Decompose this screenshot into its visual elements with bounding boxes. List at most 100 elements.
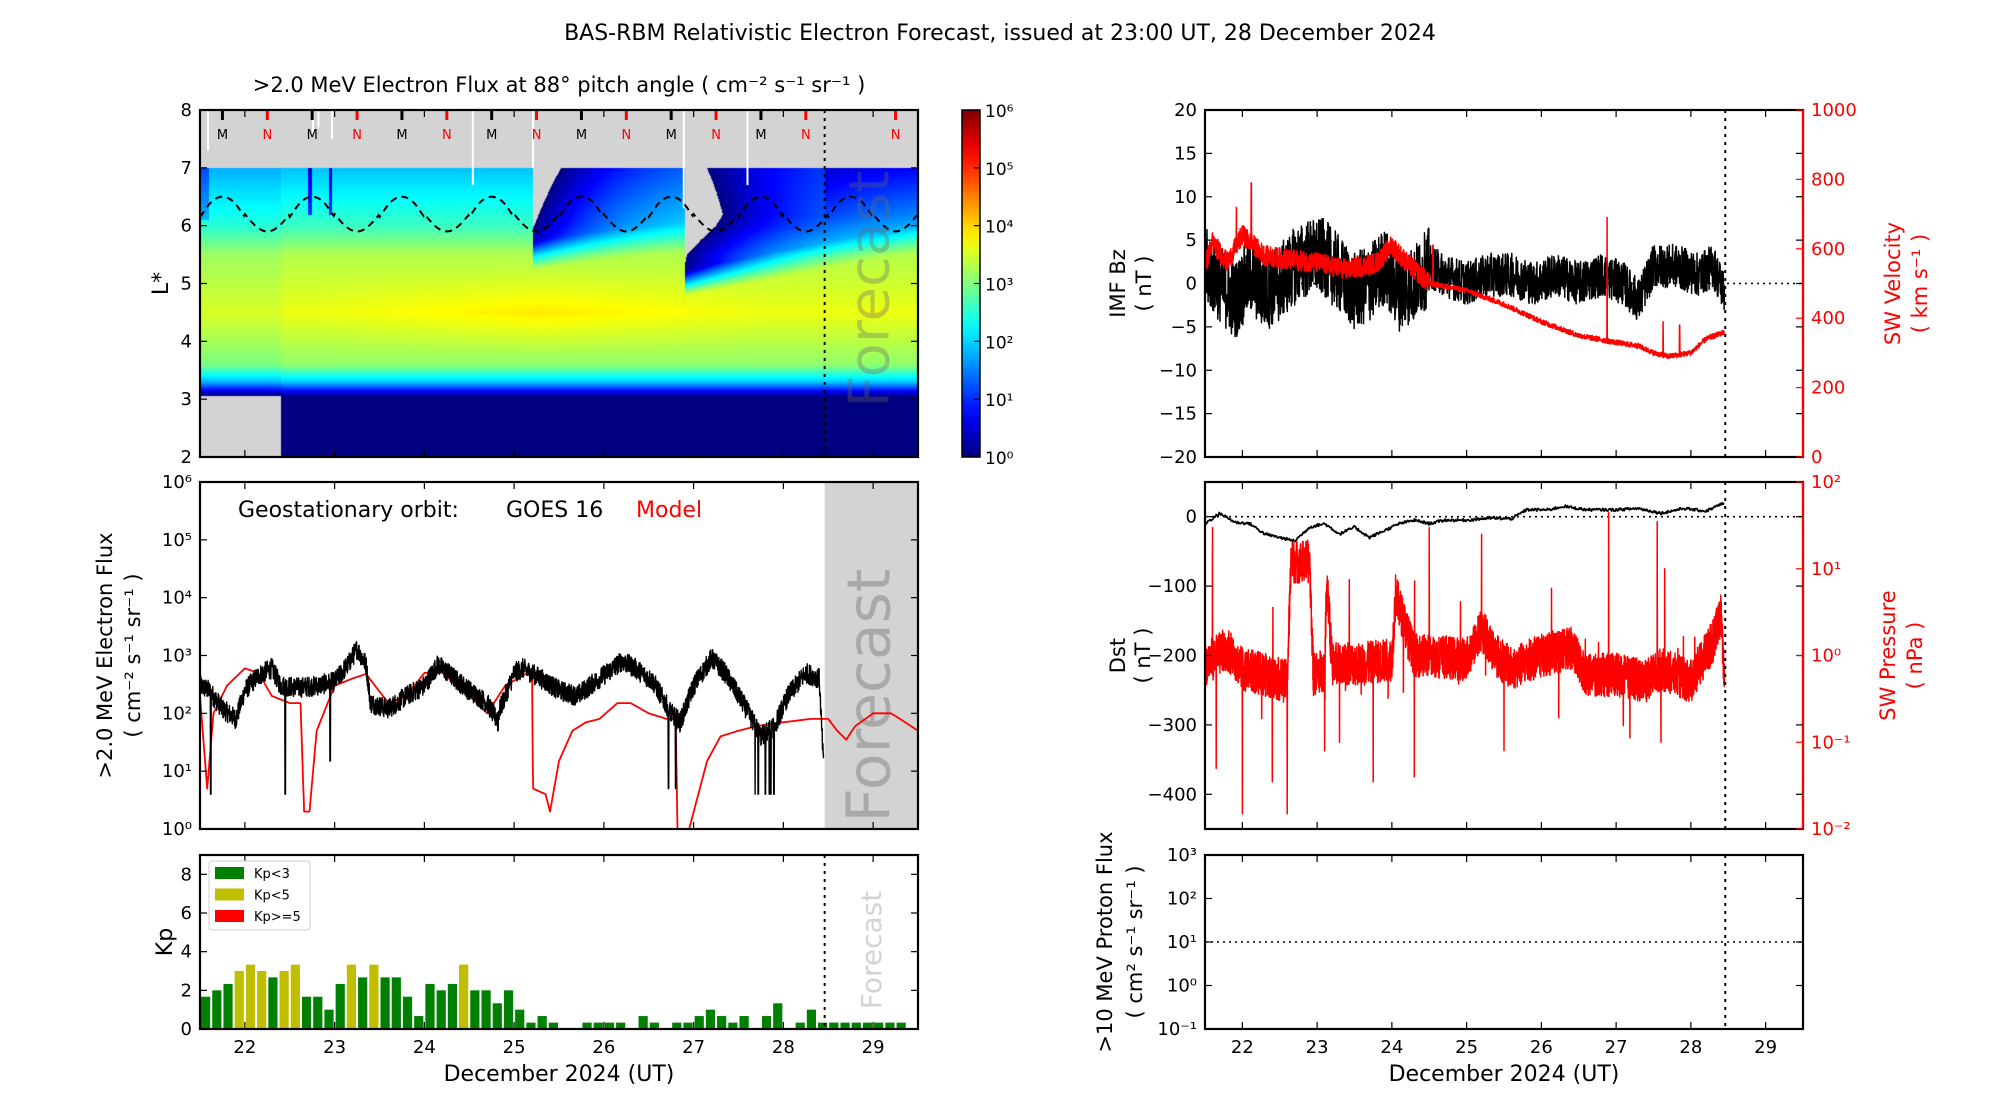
kp-legend-swatch <box>215 888 244 901</box>
sw-pressure-ylabel-units: ( nPa ) <box>1903 622 1927 690</box>
kp-xtick-label: 23 <box>323 1037 346 1058</box>
imf-ytick-label: −10 <box>1159 360 1197 381</box>
kp-bar <box>402 996 413 1029</box>
kp-bar <box>649 1022 659 1029</box>
sw-velocity-ylabel: SW Velocity <box>1881 222 1905 345</box>
dst-right-ytick-label: 10⁰ <box>1811 646 1841 667</box>
kp-bar <box>840 1022 850 1029</box>
imf-right-ytick-label: 200 <box>1811 378 1845 399</box>
kp-xtick-label: 27 <box>682 1037 705 1058</box>
kp-bar <box>223 983 233 1029</box>
forecast-shading <box>824 482 918 829</box>
proton-xtick-label: 22 <box>1231 1037 1254 1058</box>
kp-bar <box>829 1022 839 1029</box>
kp-ytick-label: 2 <box>181 980 192 1001</box>
kp-bar <box>818 1022 828 1029</box>
proton-ytick-label: 10⁻¹ <box>1157 1019 1197 1040</box>
lstar-ytick-label: 7 <box>181 158 192 179</box>
kp-bar <box>436 990 446 1029</box>
kp-legend-swatch <box>215 910 244 922</box>
kp-frame <box>198 853 920 1031</box>
kp-bar <box>257 971 267 1029</box>
dst-right-ytick-label: 10¹ <box>1811 559 1841 580</box>
goes-ytick-label: 10⁵ <box>162 530 192 551</box>
kp-bar <box>616 1022 626 1029</box>
dst-ylabel: Dst <box>1106 638 1130 673</box>
legend-goes16: GOES 16 <box>506 498 603 523</box>
marker-N-label: N <box>352 128 362 143</box>
kp-bar <box>346 964 357 1029</box>
marker-M-label: M <box>666 128 677 143</box>
marker-N-label: N <box>621 128 631 143</box>
goes-ytick-label: 10³ <box>162 646 192 667</box>
kp-bar <box>683 1022 693 1029</box>
proton-xtick-label: 29 <box>1754 1037 1777 1058</box>
kp-bar <box>290 964 300 1029</box>
proton-frame <box>1203 853 1805 1031</box>
proton-ylabel-units: ( cm² s⁻¹ sr⁻¹ ) <box>1123 865 1147 1018</box>
kp-bar <box>234 971 244 1029</box>
forecast-label-heatmap: Forecast <box>837 171 902 408</box>
kp-bar <box>773 1003 783 1029</box>
proton-xtick-label: 24 <box>1380 1037 1403 1058</box>
legend-prefix: Geostationary orbit: <box>238 498 459 523</box>
dst-ytick-label: −300 <box>1148 715 1197 736</box>
kp-bar <box>503 990 514 1029</box>
proton-xtick-label: 27 <box>1605 1037 1628 1058</box>
proton-xtick-label: 26 <box>1530 1037 1553 1058</box>
kp-bar <box>806 1009 817 1029</box>
marker-M-label: M <box>755 128 766 143</box>
kp-bar <box>728 1022 738 1029</box>
kp-bar <box>896 1022 906 1029</box>
kp-bar <box>526 1022 536 1029</box>
kp-legend-label: Kp<5 <box>254 889 290 904</box>
dst-ytick-label: −400 <box>1148 784 1197 805</box>
kp-bar <box>414 1016 424 1029</box>
dst-right-ytick-label: 10⁻¹ <box>1811 732 1851 753</box>
marker-N-label: N <box>442 128 452 143</box>
imf-right-ytick-label: 0 <box>1811 447 1822 468</box>
kp-bar <box>492 1003 502 1029</box>
kp-bar <box>761 1016 772 1029</box>
kp-xtick-label: 29 <box>862 1037 885 1058</box>
kp-bar <box>672 1022 682 1029</box>
kp-bar <box>301 996 312 1029</box>
colorbar-tick-label: 10³ <box>985 276 1013 296</box>
proton-ytick-label: 10² <box>1167 889 1197 910</box>
marker-N-label: N <box>711 128 721 143</box>
marker-N-label: N <box>532 128 542 143</box>
proton-ylabel: >10 MeV Proton Flux <box>1093 831 1117 1052</box>
goes-ytick-label: 10¹ <box>162 761 192 782</box>
lstar-frame <box>198 108 920 459</box>
marker-M-label: M <box>396 128 407 143</box>
marker-M-label: M <box>486 128 497 143</box>
proton-ytick-label: 10¹ <box>1167 932 1197 953</box>
kp-bar <box>885 1022 895 1029</box>
goes-ylabel: >2.0 MeV Electron Flux <box>93 532 117 778</box>
goes-ytick-label: 10⁰ <box>162 819 192 840</box>
kp-bar <box>795 1022 805 1029</box>
kp-bar <box>481 990 491 1029</box>
forecast-label-kp: Forecast <box>855 891 888 1010</box>
kp-bar <box>694 1016 704 1029</box>
kp-bar <box>717 1016 727 1029</box>
kp-xlabel: December 2024 (UT) <box>444 1062 675 1087</box>
imf-ylabel: IMF Bz <box>1106 249 1130 318</box>
kp-bar <box>380 977 390 1029</box>
marker-M-label: M <box>307 128 318 143</box>
kp-bar <box>245 964 256 1029</box>
goes-ylabel-units: ( cm⁻² s⁻¹ sr⁻¹ ) <box>121 573 145 737</box>
kp-bar <box>279 971 289 1029</box>
kp-bar <box>313 996 323 1029</box>
model-flux-line <box>199 667 919 830</box>
kp-bar <box>470 990 480 1029</box>
kp-xtick-label: 28 <box>772 1037 795 1058</box>
kp-bar <box>369 964 379 1029</box>
lstar-ytick-label: 2 <box>181 447 192 468</box>
kp-bar <box>705 1009 716 1029</box>
heatmap-title: >2.0 MeV Electron Flux at 88° pitch angl… <box>253 73 866 97</box>
marker-M-label: M <box>576 128 587 143</box>
forecast-label-goes: Forecast <box>835 569 905 823</box>
kp-bar <box>582 1022 592 1029</box>
colorbar-tick-label: 10⁵ <box>985 160 1013 180</box>
